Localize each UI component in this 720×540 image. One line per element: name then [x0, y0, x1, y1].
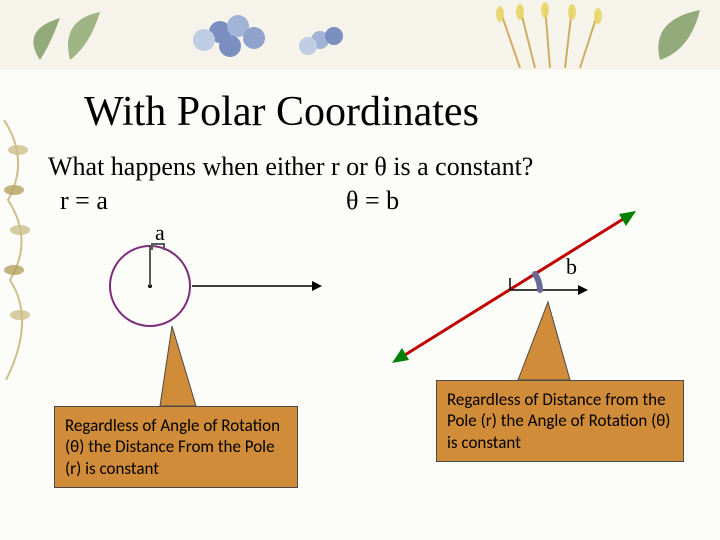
slide: With Polar Coordinates What happens when… [0, 0, 720, 540]
callout-constant-theta: Regardless of Distance from the Pole (r)… [436, 380, 684, 462]
slide-title: With Polar Coordinates [84, 88, 479, 136]
angle-label-b: b [566, 254, 577, 280]
radius-label-a: a [155, 220, 165, 246]
callout-constant-r: Regardless of Angle of Rotation (θ) the … [54, 406, 298, 488]
equation-r-eq-a: r = a [60, 186, 108, 216]
banner-decoration [0, 0, 720, 70]
slide-subtitle: What happens when either r or θ is a con… [48, 152, 533, 182]
